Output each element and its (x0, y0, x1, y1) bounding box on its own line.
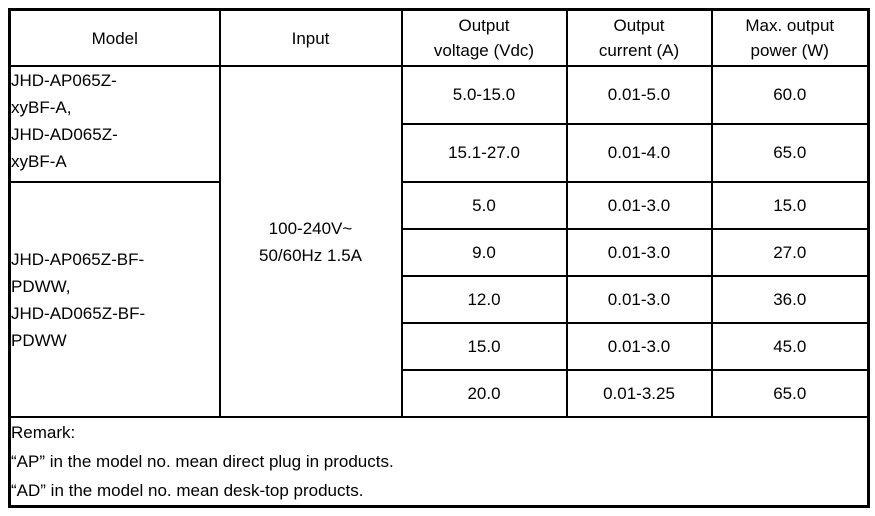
header-max-output-power: Max. output power (W) (710, 8, 870, 67)
power-cell: 60.0 (710, 65, 870, 125)
header-input: Input (218, 8, 403, 67)
table-row: 20.0 0.01-3.25 65.0 (10, 369, 870, 418)
spec-table: Model Input Output voltage (Vdc) Output … (8, 8, 870, 508)
header-output-current: Output current (A) (565, 8, 713, 67)
power-cell: 27.0 (710, 228, 870, 277)
voltage-cell: 5.0 (400, 181, 568, 230)
table-row: 15.0 0.01-3.0 45.0 (10, 322, 870, 371)
power-cell: 15.0 (710, 181, 870, 230)
current-cell: 0.01-3.0 (565, 181, 713, 230)
voltage-cell: 15.0 (400, 322, 568, 371)
table-row: JHD-AP065Z- xyBF-A, JHD-AD065Z- xyBF-A 1… (8, 65, 870, 418)
table-row: JHD-AP065Z-BF- PDWW, JHD-AD065Z-BF- PDWW… (8, 181, 870, 418)
header-row: Model Input Output voltage (Vdc) Output … (8, 8, 870, 67)
header-output-voltage: Output voltage (Vdc) (400, 8, 568, 67)
current-cell: 0.01-4.0 (565, 123, 713, 183)
remark-section: Remark: “AP” in the model no. mean direc… (8, 416, 870, 508)
power-cell: 45.0 (710, 322, 870, 371)
remark-line-2: “AD” in the model no. mean desk-top prod… (11, 481, 364, 500)
voltage-cell: 20.0 (400, 369, 568, 418)
remark-title: Remark: (11, 423, 76, 442)
remark-line-1: “AP” in the model no. mean direct plug i… (11, 452, 394, 471)
current-cell: 0.01-3.0 (565, 275, 713, 324)
voltage-cell: 9.0 (400, 228, 568, 277)
model-group-2-cell: JHD-AP065Z-BF- PDWW, JHD-AD065Z-BF- PDWW (8, 181, 221, 418)
power-cell: 65.0 (710, 123, 870, 183)
current-cell: 0.01-3.0 (565, 322, 713, 371)
input-cell: 100-240V~ 50/60Hz 1.5A (218, 65, 403, 418)
power-cell: 36.0 (710, 275, 870, 324)
voltage-cell: 12.0 (400, 275, 568, 324)
table-row: 9.0 0.01-3.0 27.0 (10, 228, 870, 277)
table-row: 12.0 0.01-3.0 36.0 (10, 275, 870, 324)
voltage-cell: 5.0-15.0 (400, 65, 568, 125)
model-group-1-cell: JHD-AP065Z- xyBF-A, JHD-AD065Z- xyBF-A (8, 65, 221, 183)
header-model: Model (8, 8, 221, 67)
current-cell: 0.01-3.0 (565, 228, 713, 277)
voltage-cell: 15.1-27.0 (400, 123, 568, 183)
power-cell: 65.0 (710, 369, 870, 418)
remark-row: Remark: “AP” in the model no. mean direc… (8, 416, 870, 508)
current-cell: 0.01-3.25 (565, 369, 713, 418)
current-cell: 0.01-5.0 (565, 65, 713, 125)
table-row: 15.1-27.0 0.01-4.0 65.0 (10, 123, 870, 183)
